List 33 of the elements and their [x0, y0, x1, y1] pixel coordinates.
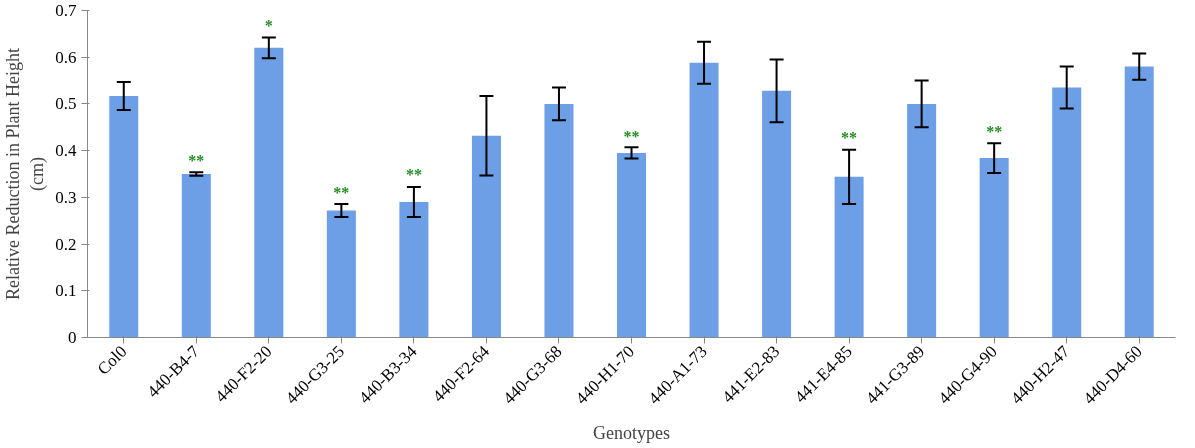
y-tick-label: 0.1 [55, 281, 77, 301]
y-tick-label: 0.7 [55, 1, 77, 20]
bar [471, 135, 501, 338]
annotation: ** [623, 127, 640, 145]
y-tick-label: 0 [68, 328, 77, 347]
x-axis-title: Genotypes [593, 422, 670, 443]
bar [616, 152, 647, 338]
y-axis-title: Relative Reduction in Plant Height (cm) [3, 48, 49, 300]
x-tick-label: Col0 [93, 341, 131, 379]
y-tick-label: 0.4 [55, 141, 77, 161]
bar [979, 158, 1009, 338]
y-tick-label: 0.5 [55, 94, 77, 114]
bar [399, 202, 429, 338]
annotation: ** [405, 166, 422, 184]
y-tick-label: 0.3 [55, 187, 77, 207]
bar [762, 90, 792, 338]
annotation: ** [188, 152, 205, 170]
y-tick-label: 0.2 [55, 234, 77, 254]
y-tick-label: 0.6 [55, 47, 77, 67]
bar [254, 47, 284, 338]
bar [1124, 66, 1154, 338]
annotation: ** [333, 184, 350, 202]
bar [326, 210, 356, 338]
bar [834, 176, 864, 338]
bar [544, 103, 574, 338]
annotation: ** [986, 122, 1003, 140]
bar [181, 174, 211, 338]
bar [1052, 87, 1082, 338]
bar [689, 62, 719, 338]
annotation: * [264, 16, 273, 34]
bar [907, 103, 937, 338]
bar [109, 95, 139, 338]
annotation: ** [841, 128, 858, 146]
